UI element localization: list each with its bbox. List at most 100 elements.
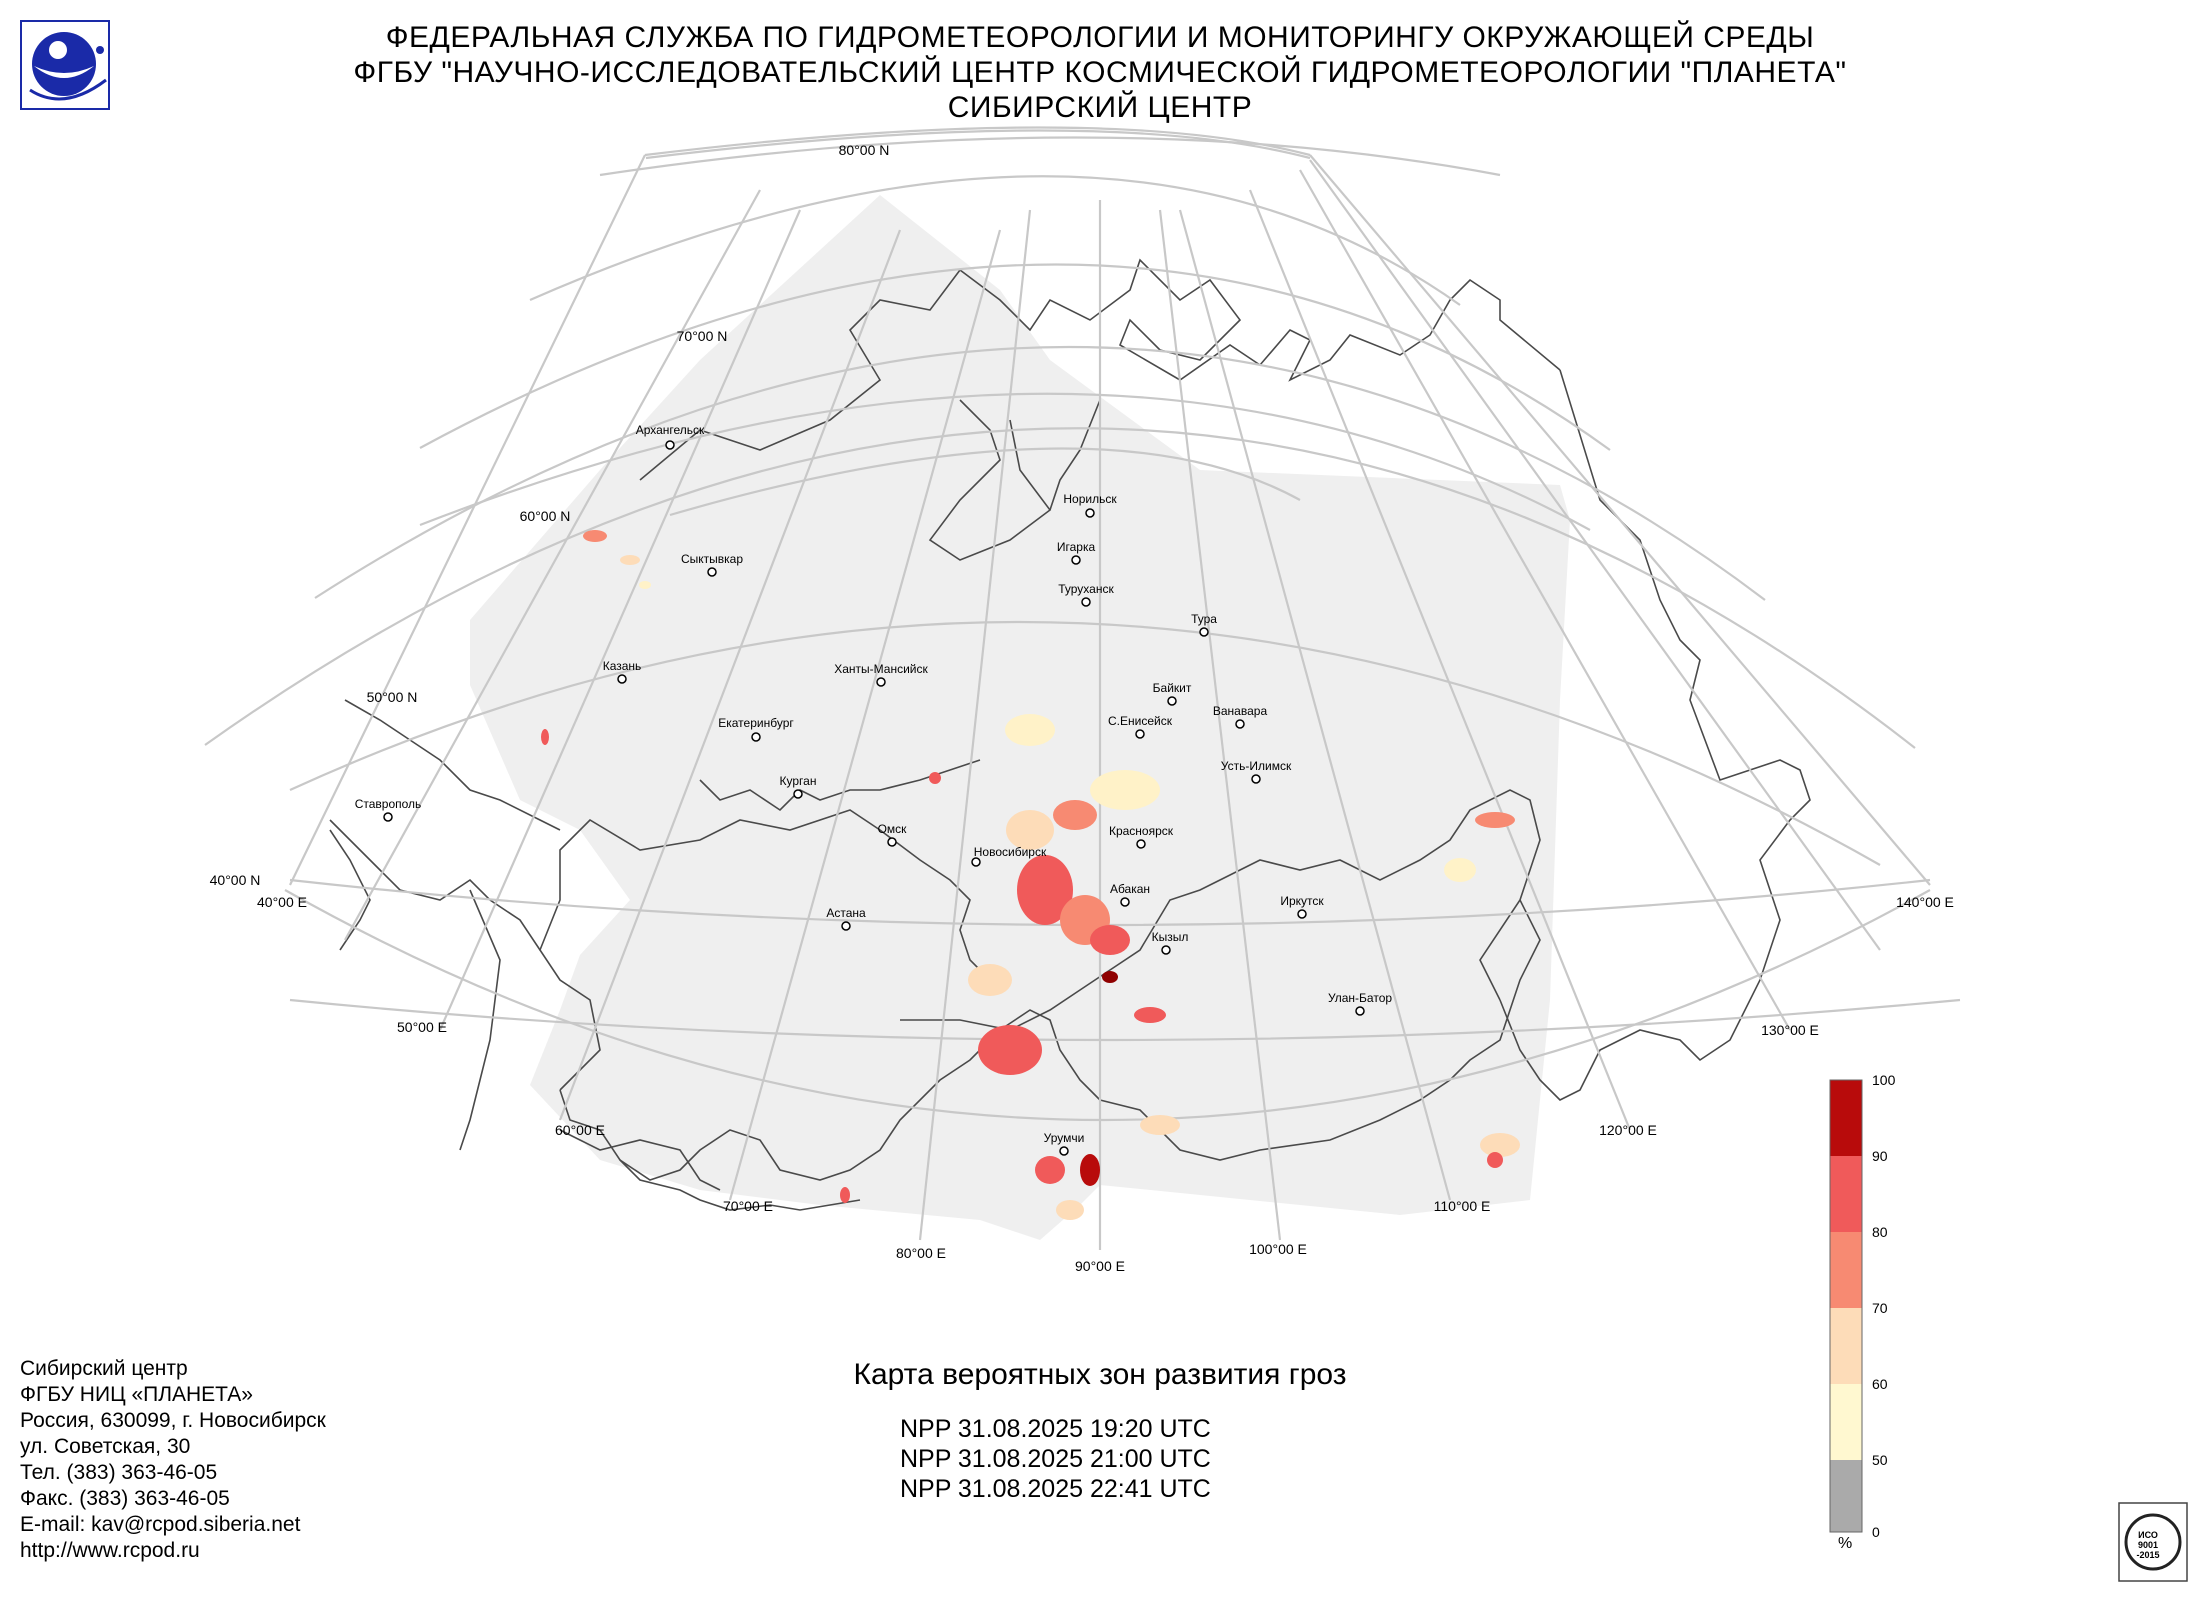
svg-text:Красноярск: Красноярск — [1109, 824, 1174, 838]
storm-zone — [1487, 1152, 1503, 1168]
svg-text:Сыктывкар: Сыктывкар — [681, 552, 743, 566]
legend-unit: % — [1838, 1535, 1852, 1550]
svg-text:Казань: Казань — [603, 659, 642, 673]
legend-swatch — [1830, 1308, 1862, 1384]
svg-text:Астана: Астана — [826, 906, 866, 920]
city-marker: Норильск — [1063, 492, 1117, 518]
storm-zone — [1080, 1154, 1100, 1186]
legend-tick: 90 — [1872, 1148, 1888, 1164]
header-line-1: ФЕДЕРАЛЬНАЯ СЛУЖБА ПО ГИДРОМЕТЕОРОЛОГИИ … — [385, 21, 1815, 54]
pass-time: NPP 31.08.2025 22:41 UTC — [900, 1475, 1211, 1503]
pass-time: NPP 31.08.2025 19:20 UTC — [900, 1415, 1211, 1443]
svg-text:Ванавара: Ванавара — [1213, 704, 1268, 718]
header-line-2: ФГБУ "НАУЧНО-ИССЛЕДОВАТЕЛЬСКИЙ ЦЕНТР КОС… — [353, 56, 1847, 89]
lat-label: 50°00 N — [367, 689, 418, 705]
iso-certification-badge: ИСО 9001 -2015 — [2118, 1502, 2188, 1582]
storm-zone — [541, 729, 549, 745]
svg-text:Тура: Тура — [1191, 612, 1217, 626]
city-marker: Курган — [780, 774, 817, 799]
storm-zone — [1140, 1115, 1180, 1135]
lat-label: 70°00 N — [677, 328, 728, 344]
svg-text:Ставрополь: Ставрополь — [355, 797, 422, 811]
city-markers: Архангельск Норильск Игарка Туруханск Сы… — [355, 423, 1392, 1156]
city-marker: Тура — [1191, 612, 1217, 637]
city-marker: Урумчи — [1044, 1131, 1084, 1156]
svg-text:Туруханск: Туруханск — [1058, 582, 1114, 596]
lon-label: 60°00 E — [555, 1122, 605, 1138]
legend-tick: 50 — [1872, 1452, 1888, 1468]
legend-tick: 70 — [1872, 1300, 1888, 1316]
storm-zone — [929, 772, 941, 784]
city-marker: Ванавара — [1213, 704, 1268, 729]
lat-label: 40°00 N — [210, 872, 261, 888]
contact-line: Россия, 630099, г. Новосибирск — [20, 1409, 326, 1432]
storm-zone — [1090, 925, 1130, 955]
lat-label: 60°00 N — [520, 508, 571, 524]
storm-zone — [840, 1187, 850, 1203]
iso-text: ИСО — [2138, 1530, 2158, 1540]
storm-zone — [583, 530, 607, 542]
storm-zone — [1480, 1133, 1520, 1157]
storm-zone — [1005, 714, 1055, 746]
storm-zone — [1006, 810, 1054, 850]
city-marker: Астана — [826, 906, 866, 931]
lat-label: 80°00 N — [839, 142, 890, 158]
city-marker: Сыктывкар — [681, 552, 743, 577]
iso-text: -2015 — [2136, 1550, 2159, 1560]
lon-label: 120°00 E — [1599, 1122, 1657, 1138]
latitude-labels: 80°00 N 70°00 N 60°00 N 50°00 N 40°00 N — [210, 142, 890, 888]
legend-swatch — [1830, 1232, 1862, 1308]
agency-header: ФЕДЕРАЛЬНАЯ СЛУЖБА ПО ГИДРОМЕТЕОРОЛОГИИ … — [0, 20, 2200, 125]
svg-text:Игарка: Игарка — [1057, 540, 1096, 554]
storm-zone — [1102, 971, 1118, 983]
contact-website[interactable]: http://www.rcpod.ru — [20, 1539, 200, 1562]
header-line-3: СИБИРСКИЙ ЦЕНТР — [947, 91, 1253, 124]
svg-text:Норильск: Норильск — [1063, 492, 1117, 506]
legend-swatch — [1830, 1384, 1862, 1460]
city-marker: Усть-Илимск — [1221, 759, 1292, 784]
svg-text:Архангельск: Архангельск — [636, 423, 705, 437]
svg-text:Омск: Омск — [878, 822, 908, 836]
city-marker: Абакан — [1110, 882, 1150, 907]
contact-email[interactable]: E-mail: kav@rcpod.siberia.net — [20, 1513, 301, 1536]
city-marker: Иркутск — [1280, 894, 1324, 919]
svg-text:Екатеринбург: Екатеринбург — [718, 716, 794, 730]
legend-tick: 80 — [1872, 1224, 1888, 1240]
contact-line: ФГБУ НИЦ «ПЛАНЕТА» — [20, 1383, 253, 1406]
city-marker: С.Енисейск — [1108, 714, 1173, 739]
city-marker: Новосибирск — [971, 845, 1047, 867]
svg-text:Байкит: Байкит — [1153, 681, 1192, 695]
storm-zone — [1090, 770, 1160, 810]
legend-tick: 0 — [1872, 1524, 1880, 1540]
city-marker: Игарка — [1057, 540, 1096, 565]
contact-info: Сибирский центр ФГБУ НИЦ «ПЛАНЕТА» Росси… — [20, 1356, 326, 1564]
storm-zone — [1035, 1156, 1065, 1184]
graticule-meridians — [344, 159, 1881, 1250]
lon-label: 130°00 E — [1761, 1022, 1819, 1038]
storm-zone — [1475, 812, 1515, 828]
city-marker: Кызыл — [1152, 930, 1188, 955]
city-marker: Байкит — [1153, 681, 1192, 706]
city-marker: Омск — [878, 822, 908, 847]
contact-line: ул. Советская, 30 — [20, 1435, 191, 1458]
contact-line: Сибирский центр — [20, 1357, 188, 1380]
city-marker: Ханты-Мансийск — [834, 662, 929, 687]
svg-text:Абакан: Абакан — [1110, 882, 1150, 896]
contact-line: Тел. (383) 363-46-05 — [20, 1461, 218, 1484]
map-frame — [284, 126, 1931, 1121]
svg-text:Курган: Курган — [780, 774, 817, 788]
city-marker: Архангельск — [636, 423, 705, 450]
storm-zone — [978, 1025, 1042, 1075]
svg-text:Улан-Батор: Улан-Батор — [1328, 991, 1392, 1005]
storm-zone — [1444, 858, 1476, 882]
iso-text: 9001 — [2138, 1540, 2158, 1550]
map-title: Карта вероятных зон развития гроз — [853, 1358, 1347, 1391]
svg-text:Усть-Илимск: Усть-Илимск — [1221, 759, 1292, 773]
planeta-logo — [20, 20, 110, 110]
city-marker: Екатеринбург — [718, 716, 794, 742]
storm-zone — [1053, 800, 1097, 830]
lon-label: 70°00 E — [723, 1198, 773, 1214]
svg-text:Иркутск: Иркутск — [1280, 894, 1324, 908]
contact-line: Факс. (383) 363-46-05 — [20, 1487, 230, 1510]
